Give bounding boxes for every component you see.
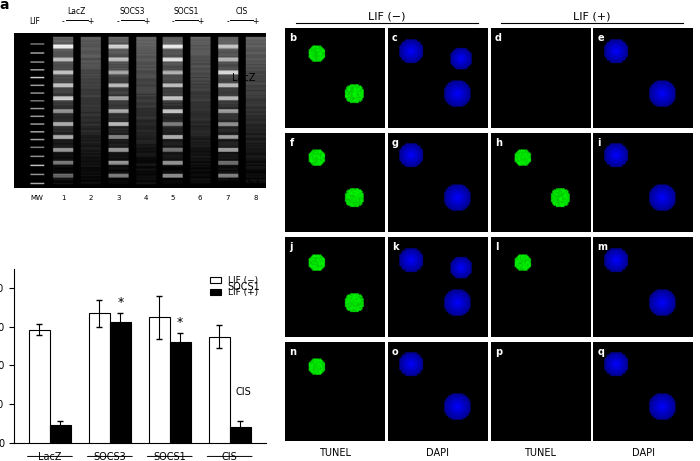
Text: l: l — [495, 242, 498, 252]
Text: *: * — [177, 316, 183, 329]
Bar — [230, 427, 251, 443]
Text: 4: 4 — [144, 195, 148, 201]
Bar — [89, 313, 110, 443]
Y-axis label: SOCS1: SOCS1 — [228, 282, 260, 292]
Bar — [110, 322, 131, 443]
Text: TUNEL: TUNEL — [319, 448, 351, 458]
Text: SOCS1: SOCS1 — [174, 6, 199, 16]
Text: SOCS3: SOCS3 — [120, 6, 145, 16]
Text: LIF: LIF — [29, 17, 41, 26]
Bar — [50, 425, 71, 443]
Text: +: + — [88, 17, 94, 26]
Text: f: f — [289, 138, 293, 148]
Text: 7: 7 — [225, 195, 230, 201]
Y-axis label: LacZ: LacZ — [232, 73, 256, 83]
Text: MW: MW — [30, 195, 43, 201]
Text: q: q — [597, 347, 604, 357]
Text: e: e — [597, 33, 604, 43]
Bar — [29, 330, 50, 443]
Text: d: d — [495, 33, 502, 43]
Text: i: i — [597, 138, 601, 148]
Text: +: + — [143, 17, 149, 26]
Text: n: n — [289, 347, 296, 357]
Text: 5: 5 — [170, 195, 175, 201]
Text: h: h — [495, 138, 502, 148]
Text: k: k — [392, 242, 399, 252]
Y-axis label: CIS: CIS — [236, 387, 251, 396]
Text: j: j — [289, 242, 293, 252]
Bar — [170, 343, 190, 443]
Text: m: m — [597, 242, 608, 252]
Text: b: b — [289, 33, 297, 43]
Text: CIS: CIS — [236, 6, 248, 16]
Text: p: p — [495, 347, 502, 357]
Legend: LIF (−), LIF (+): LIF (−), LIF (+) — [207, 274, 261, 300]
Bar — [209, 337, 230, 443]
Text: -: - — [171, 17, 174, 26]
Text: -: - — [117, 17, 120, 26]
Text: c: c — [392, 33, 398, 43]
Text: TUNEL: TUNEL — [524, 448, 556, 458]
Text: DAPI: DAPI — [631, 448, 654, 458]
Text: -: - — [227, 17, 229, 26]
Text: 6: 6 — [198, 195, 202, 201]
Text: DAPI: DAPI — [426, 448, 449, 458]
Text: 2: 2 — [89, 195, 93, 201]
Text: 8: 8 — [253, 195, 258, 201]
Bar — [149, 317, 170, 443]
Text: +: + — [197, 17, 204, 26]
Text: LIF (+): LIF (+) — [573, 12, 610, 22]
Text: +: + — [253, 17, 259, 26]
Text: *: * — [117, 296, 123, 309]
Y-axis label: SOCS3: SOCS3 — [228, 177, 260, 188]
Text: a: a — [0, 0, 8, 12]
Text: LacZ: LacZ — [68, 6, 86, 16]
Text: LIF (−): LIF (−) — [368, 12, 405, 22]
Text: g: g — [392, 138, 399, 148]
Text: 3: 3 — [116, 195, 120, 201]
Text: o: o — [392, 347, 399, 357]
Text: 1: 1 — [61, 195, 65, 201]
Text: -: - — [62, 17, 64, 26]
